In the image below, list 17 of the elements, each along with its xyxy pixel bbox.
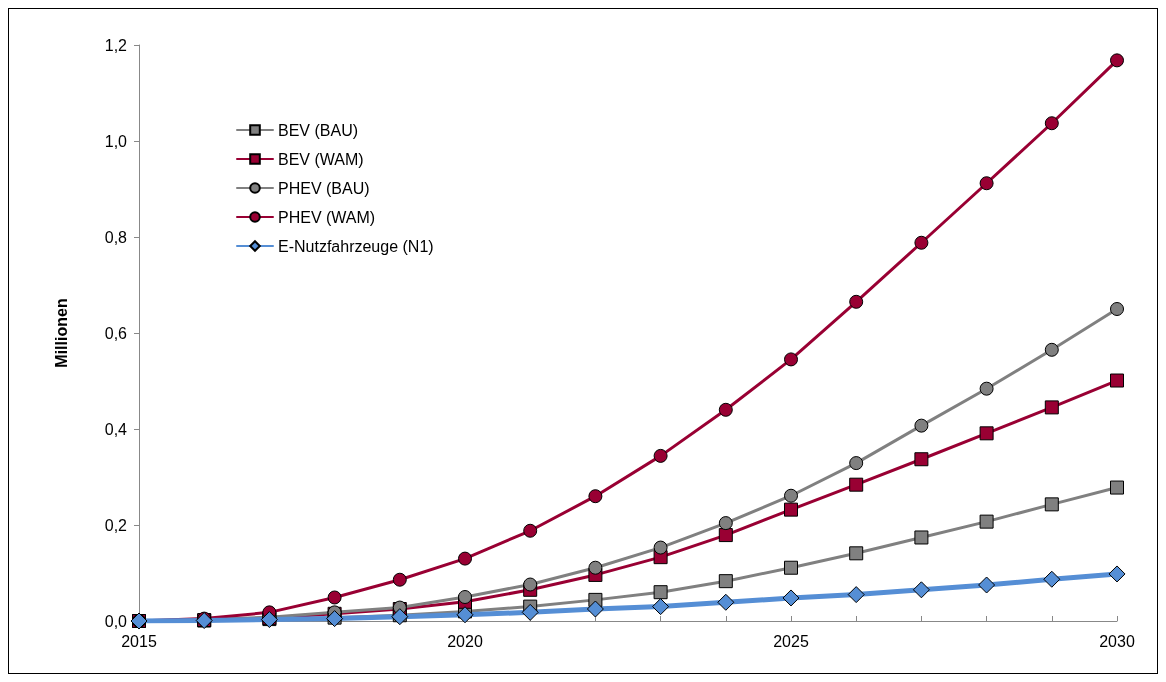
legend-label: E-Nutzfahrzeuge (N1) <box>278 237 434 255</box>
y-tick-label: 0,2 <box>104 516 128 534</box>
y-tick-label: 1,2 <box>104 36 128 54</box>
legend-label: PHEV (BAU) <box>278 179 370 197</box>
y-tick-label: 0,0 <box>104 612 128 630</box>
x-tick-label: 2015 <box>121 632 157 650</box>
y-tick-label: 0,8 <box>104 228 128 246</box>
x-tick-label: 2030 <box>1099 632 1135 650</box>
legend-label: BEV (BAU) <box>278 121 359 139</box>
x-tick-label: 2025 <box>773 632 809 650</box>
legend-label: PHEV (WAM) <box>278 208 376 226</box>
legend-label: BEV (WAM) <box>278 150 364 168</box>
y-tick-label: 0,4 <box>104 420 128 438</box>
y-axis-title: Millionen <box>52 298 70 368</box>
x-tick-label: 2020 <box>447 632 483 650</box>
y-tick-label: 1,0 <box>104 132 128 150</box>
y-tick-label: 0,6 <box>104 324 128 342</box>
